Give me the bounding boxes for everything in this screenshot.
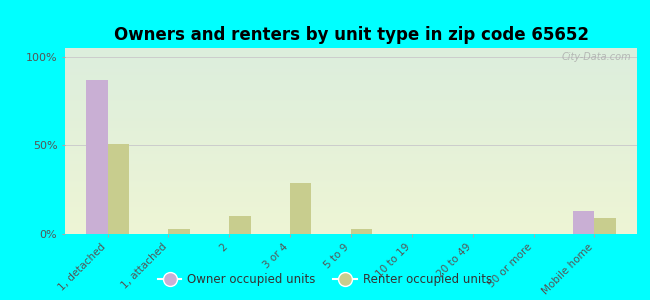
Bar	[573, 211, 594, 234]
Title: Owners and renters by unit type in zip code 65652: Owners and renters by unit type in zip c…	[114, 26, 588, 44]
Legend: Owner occupied units, Renter occupied units: Owner occupied units, Renter occupied un…	[153, 269, 497, 291]
Bar	[594, 218, 616, 234]
Bar	[108, 144, 129, 234]
Bar	[86, 80, 108, 234]
Bar	[351, 229, 372, 234]
Bar	[290, 183, 311, 234]
Text: City-Data.com: City-Data.com	[562, 52, 631, 62]
Bar	[229, 216, 251, 234]
Bar	[168, 229, 190, 234]
